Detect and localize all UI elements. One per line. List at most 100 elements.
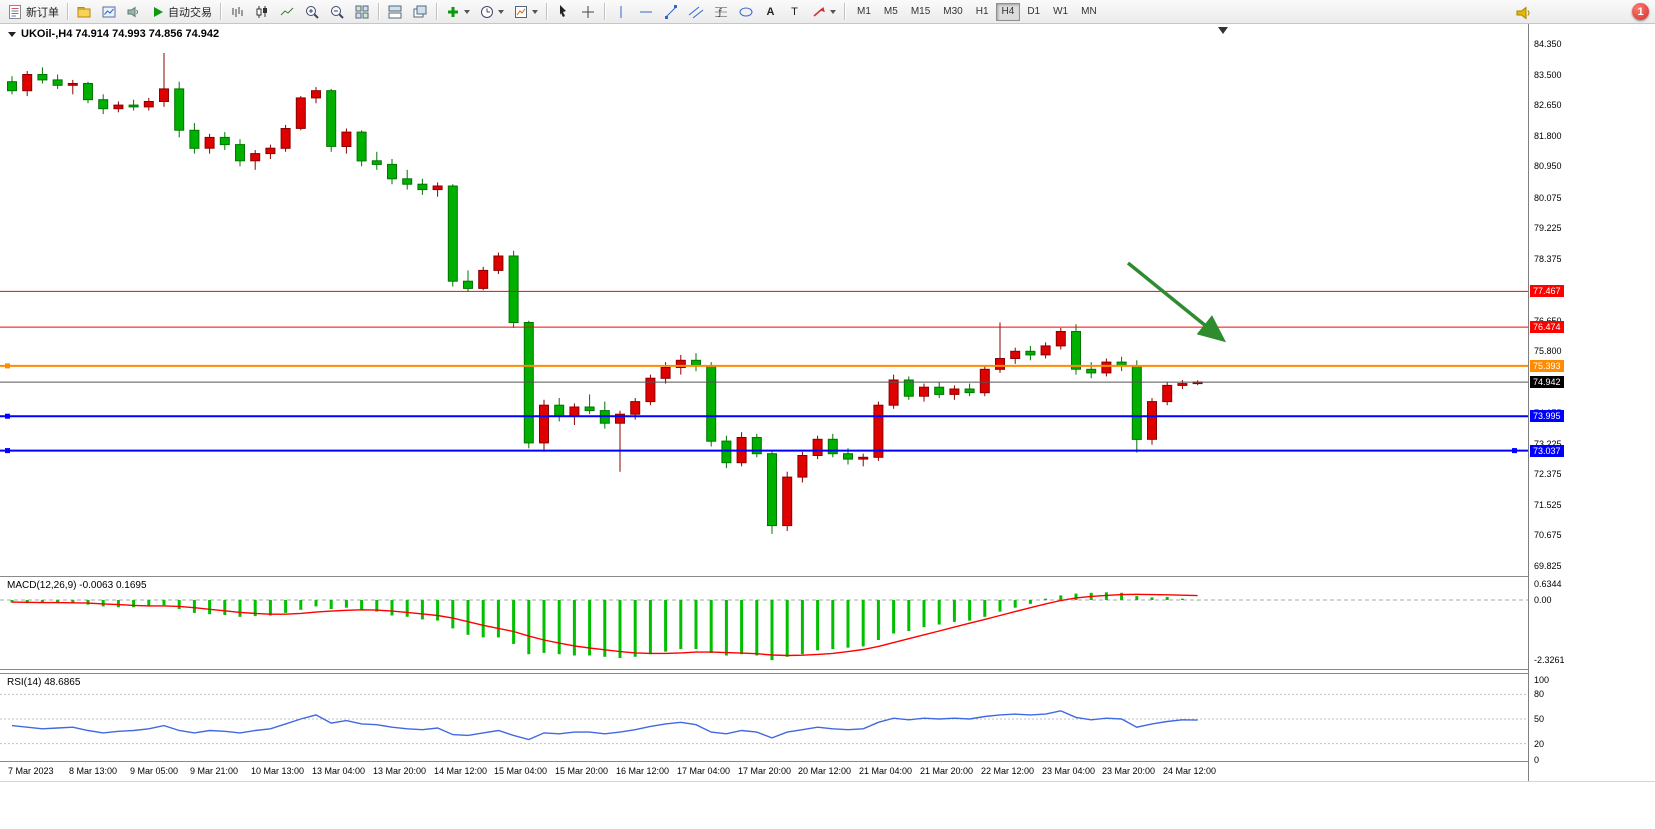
- alert-speaker-icon: [127, 6, 138, 17]
- rsi-scale-label: 0: [1534, 755, 1540, 765]
- tile-windows-button[interactable]: [350, 1, 374, 22]
- horizontal-line-button[interactable]: [634, 1, 658, 22]
- macd-pane[interactable]: [0, 577, 1528, 668]
- rsi-pane[interactable]: [0, 674, 1528, 761]
- zoom-out-button[interactable]: [325, 1, 349, 22]
- label-tool-label: T: [791, 5, 798, 18]
- timeframe-m15[interactable]: M15: [905, 3, 936, 21]
- toolbar-separator: [220, 3, 221, 20]
- periods-button[interactable]: [475, 1, 508, 22]
- price-scale-label: 80.075: [1534, 193, 1562, 203]
- rsi-scale-label: 100: [1534, 675, 1550, 685]
- cascade-windows-icon: [413, 5, 427, 17]
- macd-scale-label: -2.3261: [1534, 655, 1565, 665]
- vertical-line-button[interactable]: [609, 1, 633, 22]
- chevron-down-icon: [830, 9, 836, 14]
- price-scale-label: 84.350: [1534, 39, 1562, 49]
- timeframe-h1[interactable]: H1: [970, 3, 995, 21]
- template-icon: [515, 5, 527, 18]
- chevron-down-icon: [532, 9, 538, 14]
- indicators-button[interactable]: [441, 1, 474, 22]
- time-label: 16 Mar 12:00: [616, 766, 670, 776]
- charts-list-button[interactable]: [97, 1, 121, 22]
- chart-menu-icon[interactable]: [8, 31, 16, 37]
- chart-shift-marker[interactable]: [1218, 27, 1228, 34]
- zoom-out-icon: [331, 5, 344, 19]
- zoom-in-button[interactable]: [300, 1, 324, 22]
- price-scale-label: 80.950: [1534, 161, 1562, 171]
- time-label: 13 Mar 04:00: [312, 766, 366, 776]
- news-button[interactable]: [1511, 2, 1537, 23]
- pane-separator: [0, 761, 1655, 762]
- pane-separator[interactable]: [0, 576, 1655, 577]
- price-scale-label: 81.800: [1534, 131, 1562, 141]
- rsi-line: [11, 710, 1198, 741]
- arrange-windows-icon: [388, 5, 402, 18]
- price-scale-label: 83.500: [1534, 70, 1562, 80]
- text-button[interactable]: A: [759, 1, 782, 22]
- text-label-button[interactable]: T: [783, 1, 806, 22]
- toolbar-separator: [546, 3, 547, 20]
- main-chart[interactable]: [0, 24, 1528, 576]
- templates-button[interactable]: [509, 1, 542, 22]
- macd-histogram: [10, 592, 1200, 661]
- cascade-windows-button[interactable]: [408, 1, 432, 22]
- window-edge: [0, 781, 1655, 782]
- line-chart-button[interactable]: [275, 1, 299, 22]
- trendline-button[interactable]: [659, 1, 683, 22]
- timeframe-m5[interactable]: M5: [878, 3, 904, 21]
- time-label: 9 Mar 05:00: [130, 766, 179, 776]
- price-tag-77.467: 77.467: [1530, 285, 1564, 297]
- macd-signal-line: [11, 593, 1198, 657]
- fibonacci-button[interactable]: ƒ: [709, 1, 733, 22]
- text-tool-label: A: [766, 5, 775, 18]
- time-label: 7 Mar 2023: [8, 766, 54, 776]
- line-chart-icon: [280, 7, 294, 15]
- price-tag-73.995: 73.995: [1530, 410, 1564, 422]
- timeframe-d1[interactable]: D1: [1021, 3, 1046, 21]
- price-scale-label: 79.225: [1534, 223, 1562, 233]
- timeframe-h4[interactable]: H4: [995, 2, 1021, 21]
- zoom-in-icon: [306, 5, 319, 19]
- timeframe-w1[interactable]: W1: [1047, 3, 1074, 21]
- arrange-windows-button[interactable]: [383, 1, 407, 22]
- pane-separator[interactable]: [0, 669, 1655, 670]
- autotrading-button[interactable]: 自动交易: [147, 1, 216, 22]
- rsi-scale-label: 50: [1534, 714, 1545, 724]
- rsi-scale-label: 20: [1534, 739, 1545, 749]
- macd-title: MACD(12,26,9) -0.0063 0.1695: [7, 580, 147, 591]
- crosshair-button[interactable]: [576, 1, 600, 22]
- timeframe-m30[interactable]: M30: [937, 3, 968, 21]
- alerts-button[interactable]: [122, 1, 146, 22]
- time-label: 23 Mar 04:00: [1042, 766, 1096, 776]
- bar-chart-button[interactable]: [225, 1, 249, 22]
- time-axis[interactable]: 7 Mar 2023 8 Mar 13:00 9 Mar 05:00 9 Mar 21…: [0, 762, 1528, 781]
- cursor-button[interactable]: [551, 1, 575, 22]
- time-label: 20 Mar 12:00: [798, 766, 852, 776]
- time-label: 21 Mar 04:00: [859, 766, 913, 776]
- notifications-badge[interactable]: 1: [1632, 3, 1649, 20]
- timeframe-m1[interactable]: M1: [851, 3, 877, 21]
- price-scale-label: 72.375: [1534, 469, 1562, 479]
- toolbar: 新订单 自动交易: [0, 0, 1655, 24]
- price-scale[interactable]: 84.350 83.500 82.650 81.800 80.950 80.075 79.2…: [1528, 24, 1655, 781]
- channel-button[interactable]: [684, 1, 708, 22]
- toolbar-separator: [378, 3, 379, 20]
- time-label: 24 Mar 12:00: [1163, 766, 1217, 776]
- annotation-arrow[interactable]: [1126, 261, 1227, 343]
- new-order-label: 新订单: [26, 6, 59, 19]
- new-order-button[interactable]: 新订单: [3, 1, 63, 22]
- price-scale-label: 73.225: [1534, 439, 1562, 449]
- arrows-button[interactable]: [807, 1, 840, 22]
- timeframe-toolbar: M1 M5 M15 M30 H1 H4 D1 W1 MN: [851, 2, 1103, 21]
- candlestick-series[interactable]: [7, 53, 1203, 534]
- chart-title: UKOil-,H4 74.914 74.993 74.856 74.942: [8, 28, 219, 40]
- candlestick-icon: [256, 5, 267, 18]
- pane-separator[interactable]: [0, 673, 1655, 674]
- macd-scale-label: 0.6344: [1534, 579, 1562, 589]
- shapes-button[interactable]: [734, 1, 758, 22]
- candlestick-chart-button[interactable]: [250, 1, 274, 22]
- price-scale-label: 82.650: [1534, 100, 1562, 110]
- profiles-button[interactable]: [72, 1, 96, 22]
- timeframe-mn[interactable]: MN: [1075, 3, 1103, 21]
